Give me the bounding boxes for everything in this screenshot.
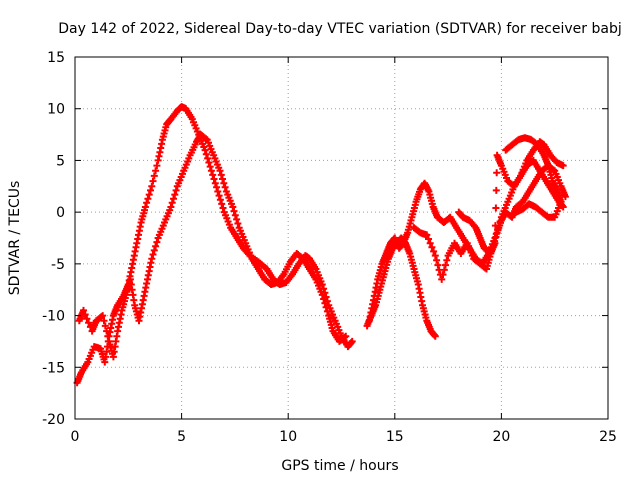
y-tick-label: -10	[42, 309, 65, 325]
x-tick-label: 5	[177, 429, 186, 445]
data-point-marks	[502, 134, 565, 221]
series-sdtvar-arc-b	[75, 131, 350, 361]
y-tick-label: 5	[56, 153, 65, 169]
x-tick-label: 10	[279, 429, 297, 445]
x-tick-label: 15	[386, 429, 404, 445]
data-marks	[73, 103, 569, 387]
y-tick-label: 15	[47, 50, 65, 66]
x-tick-label: 25	[599, 429, 617, 445]
y-tick-label: -15	[42, 360, 65, 376]
x-tick-label: 20	[492, 429, 510, 445]
y-tick-label: 0	[56, 205, 65, 221]
y-tick-label: 10	[47, 102, 65, 118]
data-point-marks	[75, 131, 350, 361]
chart-title: Day 142 of 2022, Sidereal Day-to-day VTE…	[58, 21, 621, 37]
y-axis-label: SDTVAR / TECUs	[7, 181, 23, 296]
y-tick-label: -20	[42, 412, 65, 428]
x-axis-label: GPS time / hours	[281, 458, 398, 474]
x-tick-label: 0	[71, 429, 80, 445]
y-axis-ticks: -20 -15 -10 -5 0 5 10 15	[42, 50, 608, 428]
y-tick-label: -5	[51, 257, 65, 273]
series-sdtvar-arc-g	[502, 134, 565, 221]
x-axis-ticks: 0 5 10 15 20 25	[71, 57, 617, 445]
plot-frame	[74, 56, 609, 420]
